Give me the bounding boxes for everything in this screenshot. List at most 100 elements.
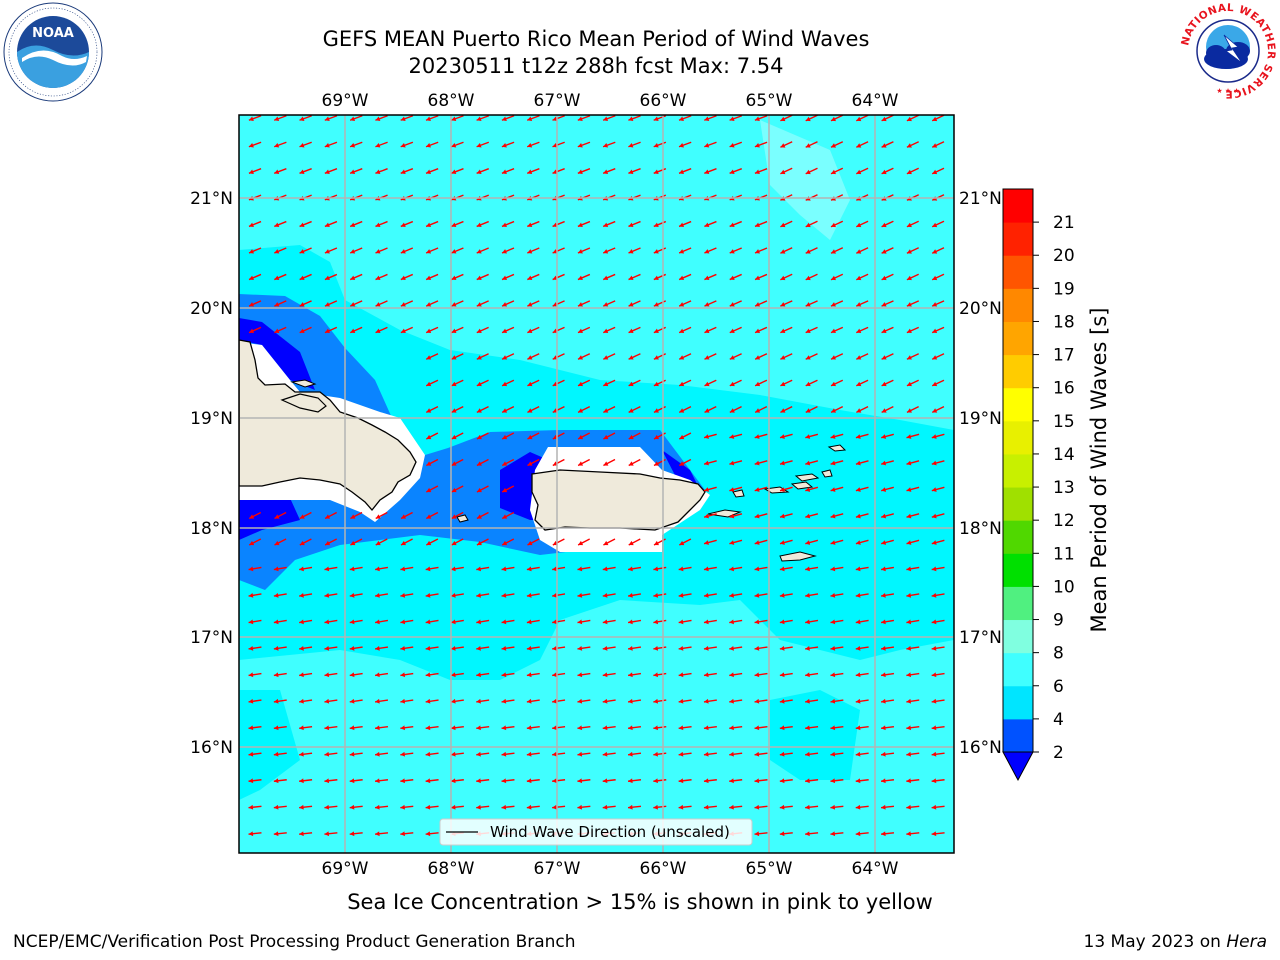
colorbar-segment (1003, 685, 1033, 720)
wind-wave-arrow (349, 592, 363, 598)
wind-wave-arrow (324, 778, 338, 784)
st-croix-island (779, 551, 817, 562)
wind-wave-arrow (476, 247, 489, 254)
wind-wave-arrow (703, 672, 717, 678)
wind-wave-arrow (627, 566, 642, 572)
wind-wave-arrow (349, 168, 363, 174)
colorbar-segment (1003, 718, 1033, 753)
wind-wave-arrow (526, 645, 540, 651)
wind-wave-arrow (754, 566, 768, 572)
wind-wave-arrow (299, 326, 312, 334)
wind-wave-arrow (248, 645, 262, 651)
wind-wave-arrow (805, 778, 819, 784)
period-band-under (662, 450, 700, 490)
wind-wave-arrow (678, 538, 692, 546)
wind-wave-arrow (653, 778, 667, 784)
wind-wave-arrow (324, 751, 338, 757)
wind-wave-arrow (805, 167, 818, 175)
wind-wave-arrow (501, 511, 515, 520)
wind-wave-arrow (349, 141, 363, 148)
wind-wave-arrow (880, 645, 895, 651)
wind-wave-arrow (450, 645, 464, 651)
lon-label-bottom: 65°W (746, 859, 793, 879)
wind-wave-arrow (501, 645, 515, 651)
wind-wave-arrow (400, 168, 414, 174)
wind-wave-arrow (375, 326, 388, 334)
wind-wave-arrow (602, 645, 616, 651)
wind-wave-arrow (324, 326, 338, 334)
wind-wave-arrow (754, 672, 768, 678)
wind-wave-arrow (754, 168, 768, 174)
wind-wave-arrow (931, 379, 945, 387)
wind-wave-arrow (400, 645, 414, 651)
wind-wave-arrow (729, 433, 743, 439)
lat-label-left: 21°N (190, 189, 233, 209)
wind-wave-arrow (729, 486, 743, 492)
lon-label-top: 65°W (746, 91, 793, 111)
wind-wave-arrow (627, 592, 642, 598)
wind-wave-arrow (805, 353, 818, 360)
wind-wave-arrow (855, 619, 869, 625)
wind-wave-arrow (299, 115, 312, 121)
wind-wave-arrow (931, 619, 945, 625)
wind-wave-arrow (273, 672, 287, 678)
wind-wave-arrow (324, 220, 338, 228)
wind-wave-arrow (476, 566, 490, 572)
wind-wave-arrow (627, 645, 642, 651)
wind-wave-arrow (779, 725, 793, 731)
wind-wave-arrow (602, 672, 616, 678)
wind-wave-arrow (880, 619, 895, 625)
wind-wave-arrow (906, 619, 920, 625)
period-band-under (239, 318, 315, 390)
wind-wave-arrow (653, 592, 667, 598)
wind-wave-arrow (678, 804, 692, 810)
lon-label-top: 66°W (640, 91, 687, 111)
wind-wave-arrow (248, 300, 262, 307)
wind-wave-arrow (830, 433, 844, 439)
wind-wave-arrow (729, 619, 743, 625)
wind-wave-arrow (476, 538, 489, 546)
colorbar-label: Mean Period of Wind Waves [s] (1087, 308, 1111, 633)
colorbar-tick-label: 2 (1053, 743, 1064, 763)
wind-wave-arrow (349, 778, 363, 784)
wind-wave-arrow (779, 592, 793, 598)
wind-wave-arrow (678, 353, 692, 360)
lon-label-top: 68°W (428, 91, 475, 111)
wind-wave-arrow (349, 300, 363, 307)
wind-wave-arrow (425, 458, 439, 467)
wind-wave-arrow (754, 486, 768, 492)
wind-wave-arrow (906, 513, 920, 519)
wind-wave-arrow (628, 458, 641, 467)
wind-wave-arrow (906, 725, 920, 731)
wind-wave-arrow (248, 778, 262, 784)
wind-wave-arrow (476, 672, 490, 678)
wind-wave-arrow (678, 725, 692, 731)
wind-wave-arrow (552, 619, 566, 625)
wind-wave-arrow (856, 406, 869, 413)
wind-wave-arrow (931, 115, 945, 122)
wind-wave-arrow (425, 432, 439, 440)
wind-wave-arrow (476, 458, 489, 467)
wind-wave-arrow (425, 698, 439, 704)
wind-wave-arrow (273, 831, 287, 837)
wind-wave-arrow (248, 538, 262, 546)
wind-wave-arrow (450, 592, 464, 598)
hispaniola-peninsula (280, 393, 327, 413)
wind-wave-arrow (526, 619, 540, 625)
wind-wave-arrow (805, 725, 819, 731)
wind-wave-arrow (729, 115, 743, 121)
wind-wave-arrow (603, 538, 616, 546)
wind-wave-arrow (425, 538, 439, 546)
wind-wave-arrow (678, 592, 692, 598)
wind-wave-arrow (805, 300, 818, 307)
wind-wave-arrow (627, 804, 642, 810)
wind-wave-arrow (552, 804, 566, 810)
wind-wave-arrow (678, 141, 692, 148)
wind-wave-arrow (906, 804, 920, 810)
wind-wave-arrow (754, 406, 768, 413)
wind-wave-arrow (881, 406, 894, 413)
wind-wave-arrow (501, 778, 515, 784)
wind-wave-arrow (476, 698, 490, 704)
colorbar-segment (1003, 255, 1033, 289)
wind-wave-arrow (754, 592, 768, 598)
